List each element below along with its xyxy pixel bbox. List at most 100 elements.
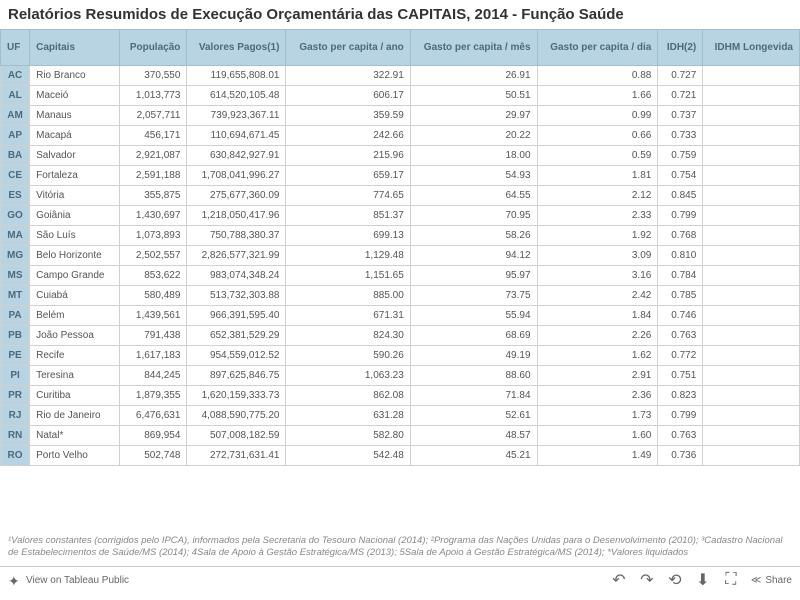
- share-button[interactable]: ≪ Share: [751, 575, 792, 586]
- cell-idhm: [703, 386, 800, 406]
- cell-ano: 322.91: [286, 66, 410, 86]
- cell-idhm: [703, 426, 800, 446]
- cell-dia: 0.99: [537, 106, 658, 126]
- cell-idh: 0.845: [658, 186, 703, 206]
- table-row[interactable]: AL Maceió 1,013,773 614,520,105.48 606.1…: [1, 86, 800, 106]
- table-row[interactable]: MG Belo Horizonte 2,502,557 2,826,577,32…: [1, 246, 800, 266]
- cell-uf: PE: [1, 346, 30, 366]
- cell-uf: RO: [1, 446, 30, 466]
- cell-dia: 1.84: [537, 306, 658, 326]
- cell-idh: 0.751: [658, 366, 703, 386]
- cell-capital: Teresina: [30, 366, 120, 386]
- col-gasto-mes[interactable]: Gasto per capita / mês: [410, 30, 537, 66]
- cell-dia: 2.42: [537, 286, 658, 306]
- cell-uf: PB: [1, 326, 30, 346]
- cell-ano: 862.08: [286, 386, 410, 406]
- cell-pop: 2,591,188: [120, 166, 187, 186]
- cell-capital: Rio Branco: [30, 66, 120, 86]
- table-row[interactable]: PA Belém 1,439,561 966,391,595.40 671.31…: [1, 306, 800, 326]
- cell-mes: 48.57: [410, 426, 537, 446]
- cell-dia: 1.81: [537, 166, 658, 186]
- cell-valores: 739,923,367.11: [187, 106, 286, 126]
- table-row[interactable]: RO Porto Velho 502,748 272,731,631.41 54…: [1, 446, 800, 466]
- table-row[interactable]: MS Campo Grande 853,622 983,074,348.24 1…: [1, 266, 800, 286]
- cell-idh: 0.736: [658, 446, 703, 466]
- cell-mes: 45.21: [410, 446, 537, 466]
- col-uf[interactable]: UF: [1, 30, 30, 66]
- cell-uf: MG: [1, 246, 30, 266]
- cell-ano: 671.31: [286, 306, 410, 326]
- cell-idhm: [703, 106, 800, 126]
- cell-idh: 0.823: [658, 386, 703, 406]
- col-idh[interactable]: IDH(2): [658, 30, 703, 66]
- cell-ano: 631.28: [286, 406, 410, 426]
- cell-pop: 502,748: [120, 446, 187, 466]
- fullscreen-icon[interactable]: ⛶: [723, 572, 739, 588]
- share-label: Share: [765, 575, 792, 586]
- table-row[interactable]: PR Curitiba 1,879,355 1,620,159,333.73 8…: [1, 386, 800, 406]
- cell-uf: CE: [1, 166, 30, 186]
- undo-icon[interactable]: ↶: [611, 572, 627, 588]
- cell-idh: 0.763: [658, 426, 703, 446]
- table-row[interactable]: CE Fortaleza 2,591,188 1,708,041,996.27 …: [1, 166, 800, 186]
- col-valores[interactable]: Valores Pagos(1): [187, 30, 286, 66]
- table-row[interactable]: RN Natal* 869,954 507,008,182.59 582.80 …: [1, 426, 800, 446]
- col-capitais[interactable]: Capitais: [30, 30, 120, 66]
- cell-idhm: [703, 366, 800, 386]
- col-idhm[interactable]: IDHM Longevida: [703, 30, 800, 66]
- table-row[interactable]: PE Recife 1,617,183 954,559,012.52 590.2…: [1, 346, 800, 366]
- table-row[interactable]: ES Vitória 355,875 275,677,360.09 774.65…: [1, 186, 800, 206]
- cell-mes: 54.93: [410, 166, 537, 186]
- cell-ano: 659.17: [286, 166, 410, 186]
- cell-ano: 590.26: [286, 346, 410, 366]
- col-populacao[interactable]: População: [120, 30, 187, 66]
- cell-mes: 18.00: [410, 146, 537, 166]
- cell-uf: PA: [1, 306, 30, 326]
- table-row[interactable]: AC Rio Branco 370,550 119,655,808.01 322…: [1, 66, 800, 86]
- table-row[interactable]: BA Salvador 2,921,087 630,842,927.91 215…: [1, 146, 800, 166]
- cell-mes: 88.60: [410, 366, 537, 386]
- reset-icon[interactable]: ⟲: [667, 572, 683, 588]
- cell-capital: Macapá: [30, 126, 120, 146]
- cell-ano: 824.30: [286, 326, 410, 346]
- cell-idhm: [703, 306, 800, 326]
- toolbar: View on Tableau Public ↶ ↷ ⟲ ⬇ ⛶ ≪ Share: [0, 566, 800, 594]
- cell-valores: 1,218,050,417.96: [187, 206, 286, 226]
- cell-idhm: [703, 66, 800, 86]
- table-row[interactable]: PI Teresina 844,245 897,625,846.75 1,063…: [1, 366, 800, 386]
- cell-idh: 0.810: [658, 246, 703, 266]
- cell-mes: 52.61: [410, 406, 537, 426]
- cell-dia: 0.59: [537, 146, 658, 166]
- table-row[interactable]: MT Cuiabá 580,489 513,732,303.88 885.00 …: [1, 286, 800, 306]
- cell-idh: 0.733: [658, 126, 703, 146]
- cell-pop: 1,879,355: [120, 386, 187, 406]
- cell-valores: 750,788,380.37: [187, 226, 286, 246]
- download-icon[interactable]: ⬇: [695, 572, 711, 588]
- cell-pop: 2,921,087: [120, 146, 187, 166]
- cell-idhm: [703, 266, 800, 286]
- cell-idhm: [703, 166, 800, 186]
- tableau-logo-link[interactable]: View on Tableau Public: [8, 573, 129, 587]
- col-gasto-ano[interactable]: Gasto per capita / ano: [286, 30, 410, 66]
- table-row[interactable]: GO Goiânia 1,430,697 1,218,050,417.96 85…: [1, 206, 800, 226]
- cell-dia: 0.66: [537, 126, 658, 146]
- table-container[interactable]: UF Capitais População Valores Pagos(1) G…: [0, 29, 800, 529]
- cell-mes: 64.55: [410, 186, 537, 206]
- redo-icon[interactable]: ↷: [639, 572, 655, 588]
- cell-idhm: [703, 406, 800, 426]
- cell-pop: 456,171: [120, 126, 187, 146]
- cell-idhm: [703, 126, 800, 146]
- tableau-logo-icon: [8, 573, 22, 587]
- cell-pop: 844,245: [120, 366, 187, 386]
- table-row[interactable]: RJ Rio de Janeiro 6,476,631 4,088,590,77…: [1, 406, 800, 426]
- table-row[interactable]: PB João Pessoa 791,438 652,381,529.29 82…: [1, 326, 800, 346]
- cell-capital: Cuiabá: [30, 286, 120, 306]
- table-row[interactable]: MA São Luís 1,073,893 750,788,380.37 699…: [1, 226, 800, 246]
- table-row[interactable]: AP Macapá 456,171 110,694,671.45 242.66 …: [1, 126, 800, 146]
- col-gasto-dia[interactable]: Gasto per capita / dia: [537, 30, 658, 66]
- cell-valores: 652,381,529.29: [187, 326, 286, 346]
- table-row[interactable]: AM Manaus 2,057,711 739,923,367.11 359.5…: [1, 106, 800, 126]
- cell-idhm: [703, 346, 800, 366]
- cell-capital: Fortaleza: [30, 166, 120, 186]
- cell-idhm: [703, 286, 800, 306]
